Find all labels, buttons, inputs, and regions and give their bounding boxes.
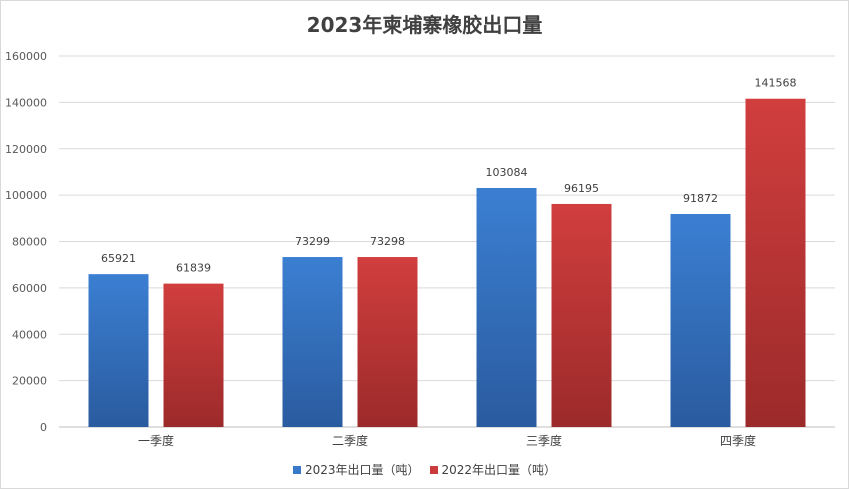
y-tick-label: 160000 xyxy=(5,50,47,63)
bar-2022 xyxy=(357,257,418,427)
data-label: 96195 xyxy=(564,182,599,195)
y-tick-label: 0 xyxy=(40,421,47,434)
bar-2023 xyxy=(670,213,731,427)
data-label: 103084 xyxy=(486,166,528,179)
data-label: 73298 xyxy=(370,235,405,248)
bar-2023 xyxy=(282,257,343,427)
legend-label-2022: 2022年出口量（吨） xyxy=(441,463,557,477)
x-tick-label: 三季度 xyxy=(526,433,562,448)
x-tick-label: 一季度 xyxy=(138,433,174,448)
bar-2022 xyxy=(163,283,224,427)
chart-legend: 2023年出口量（吨） 2022年出口量（吨） xyxy=(1,461,848,478)
y-tick-label: 60000 xyxy=(12,282,47,295)
data-label: 73299 xyxy=(295,235,330,248)
data-label: 65921 xyxy=(101,252,136,265)
bar-2023 xyxy=(88,274,149,427)
bar-2023 xyxy=(476,187,537,427)
y-tick-label: 140000 xyxy=(5,96,47,109)
legend-item-2023: 2023年出口量（吨） xyxy=(292,461,420,478)
legend-label-2023: 2023年出口量（吨） xyxy=(304,463,420,477)
legend-item-2022: 2022年出口量（吨） xyxy=(429,461,557,478)
y-tick-label: 120000 xyxy=(5,143,47,156)
y-tick-label: 80000 xyxy=(12,236,47,249)
chart-title: 2023年柬埔寨橡胶出口量 xyxy=(306,13,543,37)
y-tick-label: 100000 xyxy=(5,189,47,202)
legend-swatch-2022 xyxy=(429,465,438,474)
y-tick-label: 20000 xyxy=(12,375,47,388)
legend-swatch-2023 xyxy=(292,465,301,474)
data-label: 141568 xyxy=(755,77,797,90)
data-label: 91872 xyxy=(683,192,718,205)
x-tick-label: 二季度 xyxy=(332,433,368,448)
y-tick-label: 40000 xyxy=(12,328,47,341)
x-tick-label: 四季度 xyxy=(720,433,756,448)
bar-2022 xyxy=(551,203,612,427)
data-label: 61839 xyxy=(176,262,211,275)
bar-2022 xyxy=(745,98,806,427)
